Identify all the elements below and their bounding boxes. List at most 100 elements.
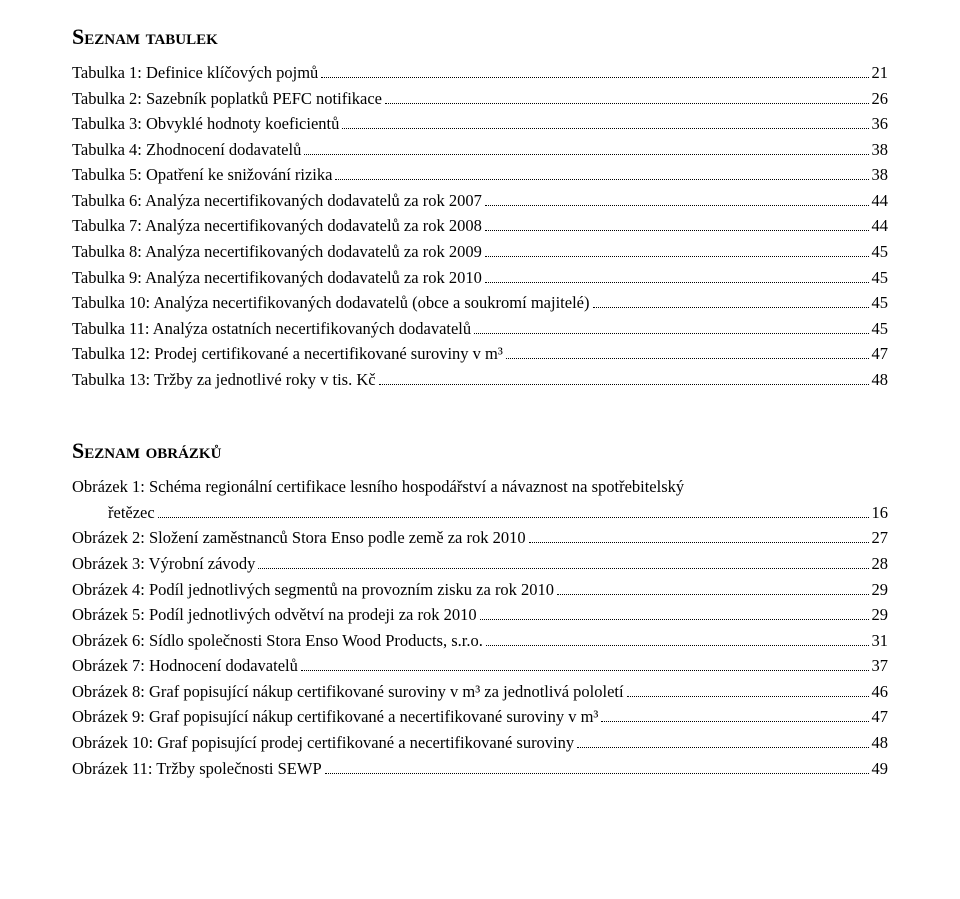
toc-page: 48 — [872, 730, 889, 756]
toc-entry: Tabulka 2: Sazebník poplatků PEFC notifi… — [72, 86, 888, 112]
toc-page: 38 — [872, 137, 889, 163]
toc-label: Obrázek 2: Složení zaměstnanců Stora Ens… — [72, 525, 526, 551]
toc-dots — [486, 645, 869, 646]
toc-entry: Tabulka 11: Analýza ostatních necertifik… — [72, 316, 888, 342]
toc-page: 27 — [872, 525, 889, 551]
toc-entry: Obrázek 8: Graf popisující nákup certifi… — [72, 679, 888, 705]
toc-page: 16 — [872, 500, 889, 526]
toc-label: Tabulka 2: Sazebník poplatků PEFC notifi… — [72, 86, 382, 112]
toc-entry: Tabulka 7: Analýza necertifikovaných dod… — [72, 213, 888, 239]
toc-dots — [627, 696, 869, 697]
toc-dots — [593, 307, 869, 308]
toc-entry: Tabulka 8: Analýza necertifikovaných dod… — [72, 239, 888, 265]
toc-page: 44 — [872, 188, 889, 214]
toc-dots — [529, 542, 869, 543]
toc-label: Tabulka 4: Zhodnocení dodavatelů — [72, 137, 301, 163]
toc-label: Obrázek 8: Graf popisující nákup certifi… — [72, 679, 624, 705]
toc-dots — [601, 721, 868, 722]
toc-label: Tabulka 13: Tržby za jednotlivé roky v t… — [72, 367, 376, 393]
toc-entry: Tabulka 4: Zhodnocení dodavatelů 38 — [72, 137, 888, 163]
heading-figures: Seznam obrázků — [72, 438, 888, 464]
toc-dots — [480, 619, 869, 620]
toc-entry: Obrázek 7: Hodnocení dodavatelů 37 — [72, 653, 888, 679]
toc-dots — [301, 670, 869, 671]
toc-dots — [485, 282, 869, 283]
toc-entry: Tabulka 5: Opatření ke snižování rizika 3… — [72, 162, 888, 188]
toc-entry: Tabulka 6: Analýza necertifikovaných dod… — [72, 188, 888, 214]
toc-dots — [325, 773, 869, 774]
toc-tables: Tabulka 1: Definice klíčových pojmů21Tab… — [72, 60, 888, 392]
toc-label: Tabulka 3: Obvyklé hodnoty koeficientů — [72, 111, 339, 137]
toc-dots — [557, 594, 868, 595]
toc-page: 47 — [872, 341, 889, 367]
toc-dots — [385, 103, 869, 104]
toc-label: Tabulka 10: Analýza necertifikovaných do… — [72, 290, 590, 316]
toc-page: 29 — [872, 602, 889, 628]
toc-entry: Obrázek 2: Složení zaměstnanců Stora Ens… — [72, 525, 888, 551]
toc-page: 29 — [872, 577, 889, 603]
toc-label: Obrázek 3: Výrobní závody — [72, 551, 255, 577]
toc-entry: Tabulka 13: Tržby za jednotlivé roky v t… — [72, 367, 888, 393]
toc-page: 36 — [872, 111, 889, 137]
toc-entry: Tabulka 10: Analýza necertifikovaných do… — [72, 290, 888, 316]
toc-entry: Obrázek 11: Tržby společnosti SEWP 49 — [72, 756, 888, 782]
toc-dots — [474, 333, 868, 334]
toc-entry: řetězec 16 — [72, 500, 888, 526]
toc-page: 47 — [872, 704, 889, 730]
toc-label: Obrázek 6: Sídlo společnosti Stora Enso … — [72, 628, 483, 654]
toc-label: Obrázek 9: Graf popisující nákup certifi… — [72, 704, 598, 730]
toc-entry: Obrázek 6: Sídlo společnosti Stora Enso … — [72, 628, 888, 654]
heading-tables: Seznam tabulek — [72, 24, 888, 50]
toc-entry: Obrázek 3: Výrobní závody 28 — [72, 551, 888, 577]
toc-entry: Obrázek 4: Podíl jednotlivých segmentů n… — [72, 577, 888, 603]
toc-page: 45 — [872, 316, 889, 342]
toc-page: 38 — [872, 162, 889, 188]
toc-entry: Tabulka 12: Prodej certifikované a necer… — [72, 341, 888, 367]
toc-dots — [335, 179, 868, 180]
toc-label: Tabulka 9: Analýza necertifikovaných dod… — [72, 265, 482, 291]
toc-dots — [304, 154, 868, 155]
toc-page: 49 — [872, 756, 889, 782]
toc-label: Obrázek 5: Podíl jednotlivých odvětví na… — [72, 602, 477, 628]
toc-page: 26 — [872, 86, 889, 112]
toc-dots — [342, 128, 868, 129]
toc-page: 45 — [872, 265, 889, 291]
toc-label: Obrázek 1: Schéma regionální certifikace… — [72, 474, 684, 500]
toc-page: 45 — [872, 239, 889, 265]
toc-page: 44 — [872, 213, 889, 239]
toc-label: Tabulka 12: Prodej certifikované a necer… — [72, 341, 503, 367]
toc-label: Tabulka 8: Analýza necertifikovaných dod… — [72, 239, 482, 265]
toc-label: Obrázek 10: Graf popisující prodej certi… — [72, 730, 574, 756]
toc-label: Tabulka 7: Analýza necertifikovaných dod… — [72, 213, 482, 239]
toc-page: 28 — [872, 551, 889, 577]
toc-figures: Obrázek 1: Schéma regionální certifikace… — [72, 474, 888, 781]
toc-label: Obrázek 7: Hodnocení dodavatelů — [72, 653, 298, 679]
toc-dots — [577, 747, 868, 748]
toc-entry: Tabulka 9: Analýza necertifikovaných dod… — [72, 265, 888, 291]
toc-dots — [158, 517, 869, 518]
toc-label: Tabulka 5: Opatření ke snižování rizika — [72, 162, 332, 188]
toc-entry: Obrázek 10: Graf popisující prodej certi… — [72, 730, 888, 756]
toc-entry: Obrázek 9: Graf popisující nákup certifi… — [72, 704, 888, 730]
toc-label: Obrázek 11: Tržby společnosti SEWP — [72, 756, 322, 782]
toc-dots — [485, 205, 869, 206]
toc-entry: Tabulka 3: Obvyklé hodnoty koeficientů 36 — [72, 111, 888, 137]
toc-dots — [506, 358, 869, 359]
toc-entry: Obrázek 1: Schéma regionální certifikace… — [72, 474, 888, 500]
toc-entry: Obrázek 5: Podíl jednotlivých odvětví na… — [72, 602, 888, 628]
toc-page: 37 — [872, 653, 889, 679]
toc-label: Tabulka 6: Analýza necertifikovaných dod… — [72, 188, 482, 214]
toc-dots — [485, 256, 869, 257]
toc-label: Tabulka 11: Analýza ostatních necertifik… — [72, 316, 471, 342]
toc-dots — [321, 77, 868, 78]
toc-page: 31 — [872, 628, 889, 654]
toc-entry: Tabulka 1: Definice klíčových pojmů21 — [72, 60, 888, 86]
toc-page: 48 — [872, 367, 889, 393]
toc-label: řetězec — [108, 500, 155, 526]
toc-label: Tabulka 1: Definice klíčových pojmů — [72, 60, 318, 86]
toc-dots — [485, 230, 869, 231]
toc-page: 45 — [872, 290, 889, 316]
toc-page: 46 — [872, 679, 889, 705]
toc-dots — [258, 568, 868, 569]
toc-dots — [379, 384, 869, 385]
